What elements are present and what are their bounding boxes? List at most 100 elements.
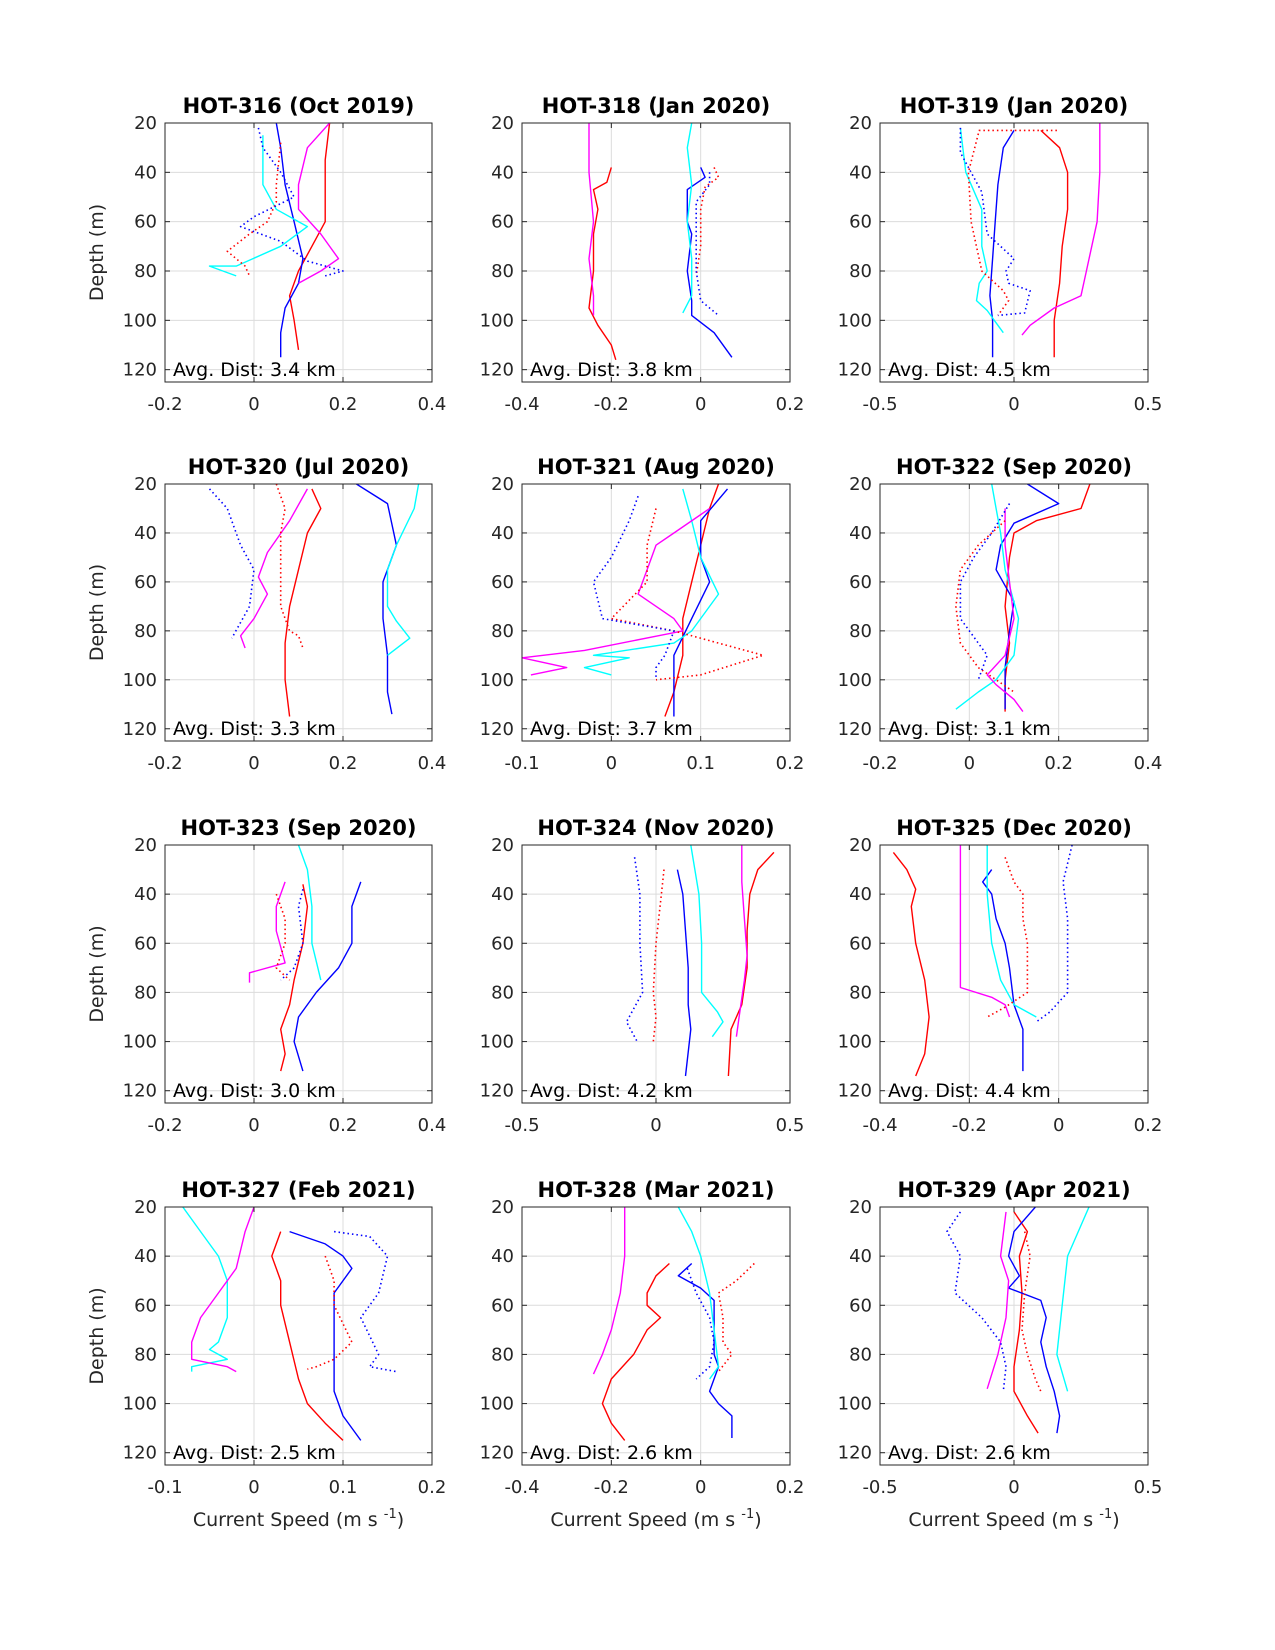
series-group — [522, 484, 765, 717]
y-tick-label: 100 — [123, 310, 157, 331]
series-line-cyan-solid — [959, 127, 1004, 334]
x-tick-label: 0 — [1053, 1115, 1064, 1136]
series-line-magenta-solid — [735, 845, 748, 1037]
y-tick-label: 20 — [134, 474, 157, 495]
series-group — [959, 123, 1101, 358]
x-tick-label: 0.5 — [776, 1115, 805, 1136]
series-line-blue-solid — [677, 1262, 733, 1438]
series-line-blue-solid — [275, 123, 304, 358]
y-axis-label: Depth (m) — [86, 204, 108, 301]
series-group — [208, 123, 344, 358]
subplot-title: HOT-323 (Sep 2020) — [181, 816, 417, 840]
x-tick-label: 0.2 — [329, 1115, 358, 1136]
series-line-blue-dotted — [239, 127, 344, 277]
subplot-8: -0.5 0 0.5 20 40 60 80 100 120 HOT-324 (Nov 2020)… — [480, 816, 805, 1136]
y-tick-label: 100 — [123, 1394, 157, 1415]
x-tick-label: 0 — [695, 394, 706, 415]
x-tick-label: 0.2 — [776, 1477, 805, 1498]
y-tick-label: 100 — [480, 310, 514, 331]
x-tick-label: 0 — [248, 753, 259, 774]
x-tick-label: 0.2 — [1134, 1115, 1163, 1136]
subplot-2: -0.4 -0.2 0 0.2 20 40 60 80 100 120 HOT-318 (Jan 2… — [480, 94, 805, 415]
series-line-magenta-solid — [986, 1211, 1010, 1390]
series-line-blue-solid — [676, 869, 692, 1077]
series-group — [892, 845, 1073, 1077]
series-line-red-dotted — [695, 167, 720, 277]
x-tick-label: 0 — [248, 1115, 259, 1136]
x-tick-label: 0.4 — [418, 753, 447, 774]
y-tick-label: 60 — [491, 933, 514, 954]
x-tick-label: -0.5 — [504, 1115, 539, 1136]
y-tick-label: 60 — [849, 933, 872, 954]
y-tick-label: 120 — [480, 1081, 514, 1102]
subplot-12: -0.5 0 0.5 20 40 60 80 100 120 HOT-329 (Apr 2021)… — [838, 1178, 1163, 1531]
series-line-red-dotted — [1021, 1231, 1042, 1392]
y-tick-label: 60 — [849, 212, 872, 233]
series-line-blue-solid — [982, 869, 1024, 1072]
x-tick-label: -0.4 — [862, 1115, 897, 1136]
x-tick-label: 0.4 — [1134, 753, 1163, 774]
y-tick-label: 80 — [849, 621, 872, 642]
y-tick-label: 120 — [123, 1081, 157, 1102]
series-line-red-solid — [588, 167, 617, 361]
series-line-red-dotted — [275, 484, 304, 649]
y-tick-label: 120 — [123, 1443, 157, 1464]
x-tick-label: 0 — [1008, 394, 1019, 415]
subplot-title: HOT-329 (Apr 2021) — [897, 1178, 1130, 1202]
y-tick-label: 40 — [849, 523, 872, 544]
x-tick-label: -0.2 — [594, 394, 629, 415]
series-group — [588, 123, 733, 361]
series-line-red-solid — [280, 884, 309, 1072]
y-tick-label: 20 — [134, 835, 157, 856]
subplot-title: HOT-324 (Nov 2020) — [537, 816, 774, 840]
subplot-6: -0.2 0 0.2 0.4 20 40 60 80 100 120 HOT-322 (Sep 20… — [838, 455, 1163, 774]
y-tick-label: 60 — [491, 212, 514, 233]
series-line-magenta-solid — [190, 1207, 255, 1373]
series-line-red-dotted — [275, 893, 291, 981]
subplot-title: HOT-320 (Jul 2020) — [188, 455, 409, 479]
x-tick-label: 0.2 — [776, 753, 805, 774]
series-line-cyan-solid — [297, 845, 322, 981]
series-line-cyan-solid — [677, 1207, 720, 1380]
y-tick-label: 100 — [838, 310, 872, 331]
y-tick-label: 80 — [849, 1344, 872, 1365]
y-tick-label: 40 — [134, 162, 157, 183]
x-tick-label: -0.5 — [862, 394, 897, 415]
series-line-red-solid — [1013, 1211, 1039, 1434]
series-line-magenta-solid — [959, 845, 1011, 1018]
series-line-red-solid — [271, 1231, 344, 1441]
series-group — [955, 484, 1091, 713]
y-tick-label: 40 — [491, 1246, 514, 1267]
series-line-cyan-solid — [682, 123, 693, 314]
y-tick-label: 60 — [134, 212, 157, 233]
series-line-blue-solid — [293, 881, 362, 1072]
x-tick-label: 0 — [606, 753, 617, 774]
x-tick-label: 0.1 — [686, 753, 715, 774]
x-tick-label: -0.2 — [147, 753, 182, 774]
y-tick-label: 120 — [480, 719, 514, 740]
y-tick-label: 120 — [123, 719, 157, 740]
series-group — [248, 845, 362, 1072]
y-tick-label: 40 — [134, 523, 157, 544]
subplot-title: HOT-318 (Jan 2020) — [542, 94, 770, 118]
series-line-cyan-solid — [986, 845, 1037, 1018]
subplot-11: -0.4 -0.2 0 0.2 20 40 60 80 100 120 HOT-328 (Mar 2… — [480, 1178, 805, 1531]
y-tick-label: 100 — [123, 670, 157, 691]
avg-dist-annotation: Avg. Dist: 2.5 km — [173, 1442, 336, 1464]
y-tick-label: 100 — [123, 1032, 157, 1053]
series-line-cyan-solid — [690, 845, 724, 1038]
y-tick-label: 40 — [134, 884, 157, 905]
subplot-title: HOT-316 (Oct 2019) — [183, 94, 415, 118]
series-line-red-solid — [1040, 129, 1069, 358]
plot-area — [165, 1207, 432, 1465]
series-line-magenta-solid — [239, 488, 309, 649]
subplot-5: -0.1 0 0.1 0.2 20 40 60 80 100 120 HOT-321 (Aug 20… — [480, 455, 805, 774]
y-tick-label: 80 — [491, 1344, 514, 1365]
x-tick-label: -0.2 — [862, 753, 897, 774]
axes-box — [879, 844, 1149, 1104]
y-tick-label: 80 — [491, 261, 514, 282]
y-tick-label: 20 — [134, 113, 157, 134]
y-tick-label: 80 — [849, 261, 872, 282]
y-tick-label: 100 — [838, 670, 872, 691]
x-tick-label: 0 — [650, 1115, 661, 1136]
